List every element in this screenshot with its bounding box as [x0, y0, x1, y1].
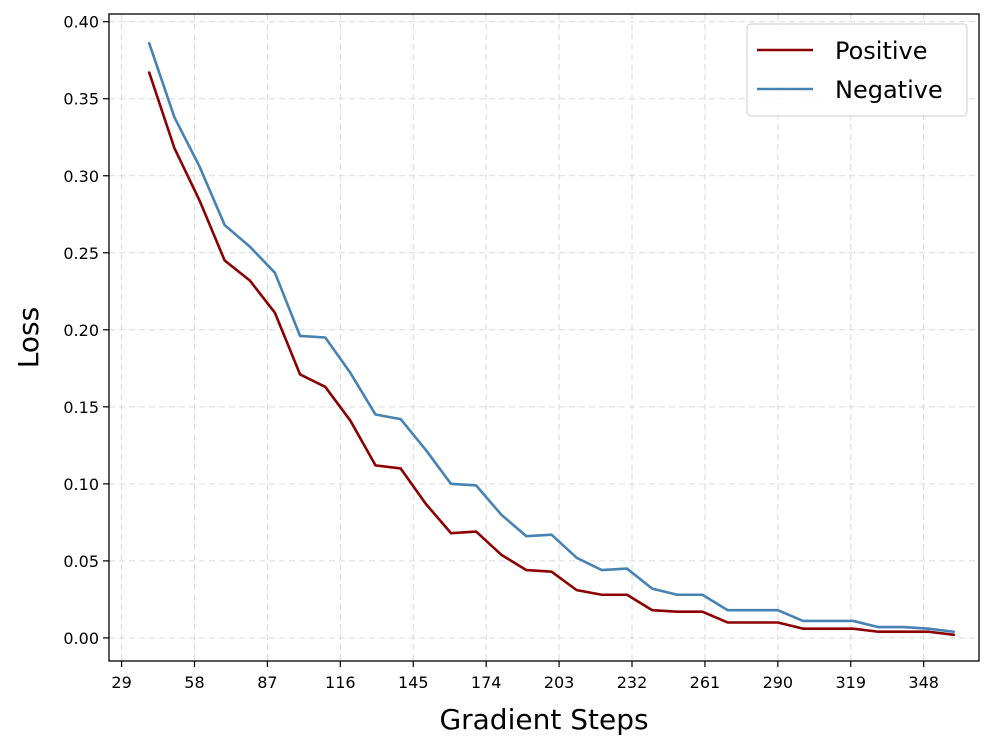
- x-tick-label: 145: [398, 673, 429, 692]
- grid: [109, 14, 979, 661]
- x-axis-label: Gradient Steps: [439, 703, 648, 736]
- x-tick-label: 290: [763, 673, 794, 692]
- legend-label-negative: Negative: [835, 76, 943, 104]
- x-tick-label: 348: [908, 673, 939, 692]
- x-tick-label: 203: [544, 673, 575, 692]
- x-tick-label: 87: [257, 673, 277, 692]
- legend-label-positive: Positive: [835, 37, 928, 65]
- x-tick-label: 116: [325, 673, 356, 692]
- x-tick-label: 232: [617, 673, 648, 692]
- y-axis-label: Loss: [12, 307, 45, 368]
- x-tick-label: 29: [111, 673, 131, 692]
- x-tick-label: 319: [835, 673, 866, 692]
- legend-box: [746, 23, 968, 117]
- y-tick-label: 0.15: [63, 398, 99, 417]
- y-tick-label: 0.20: [63, 321, 99, 340]
- x-tick-label: 174: [471, 673, 502, 692]
- legend: Positive Negative: [746, 23, 968, 117]
- axis-ticks: 29 58 87 116 145 174 203 232 261 290 319 348 0.00 0.0…: [63, 13, 939, 692]
- series-line-positive: [147, 71, 956, 637]
- y-tick-label: 0.25: [63, 244, 99, 263]
- y-tick-label: 0.05: [63, 552, 99, 571]
- y-tick-label: 0.40: [63, 13, 99, 32]
- plot-frame: [108, 13, 980, 662]
- y-tick-label: 0.35: [63, 90, 99, 109]
- y-tick-label: 0.00: [63, 629, 99, 648]
- series-line-negative: [147, 41, 956, 634]
- series-lines: [147, 41, 956, 637]
- x-tick-label: 261: [690, 673, 721, 692]
- y-tick-label: 0.10: [63, 475, 99, 494]
- y-tick-label: 0.30: [63, 167, 99, 186]
- x-tick-label: 58: [184, 673, 204, 692]
